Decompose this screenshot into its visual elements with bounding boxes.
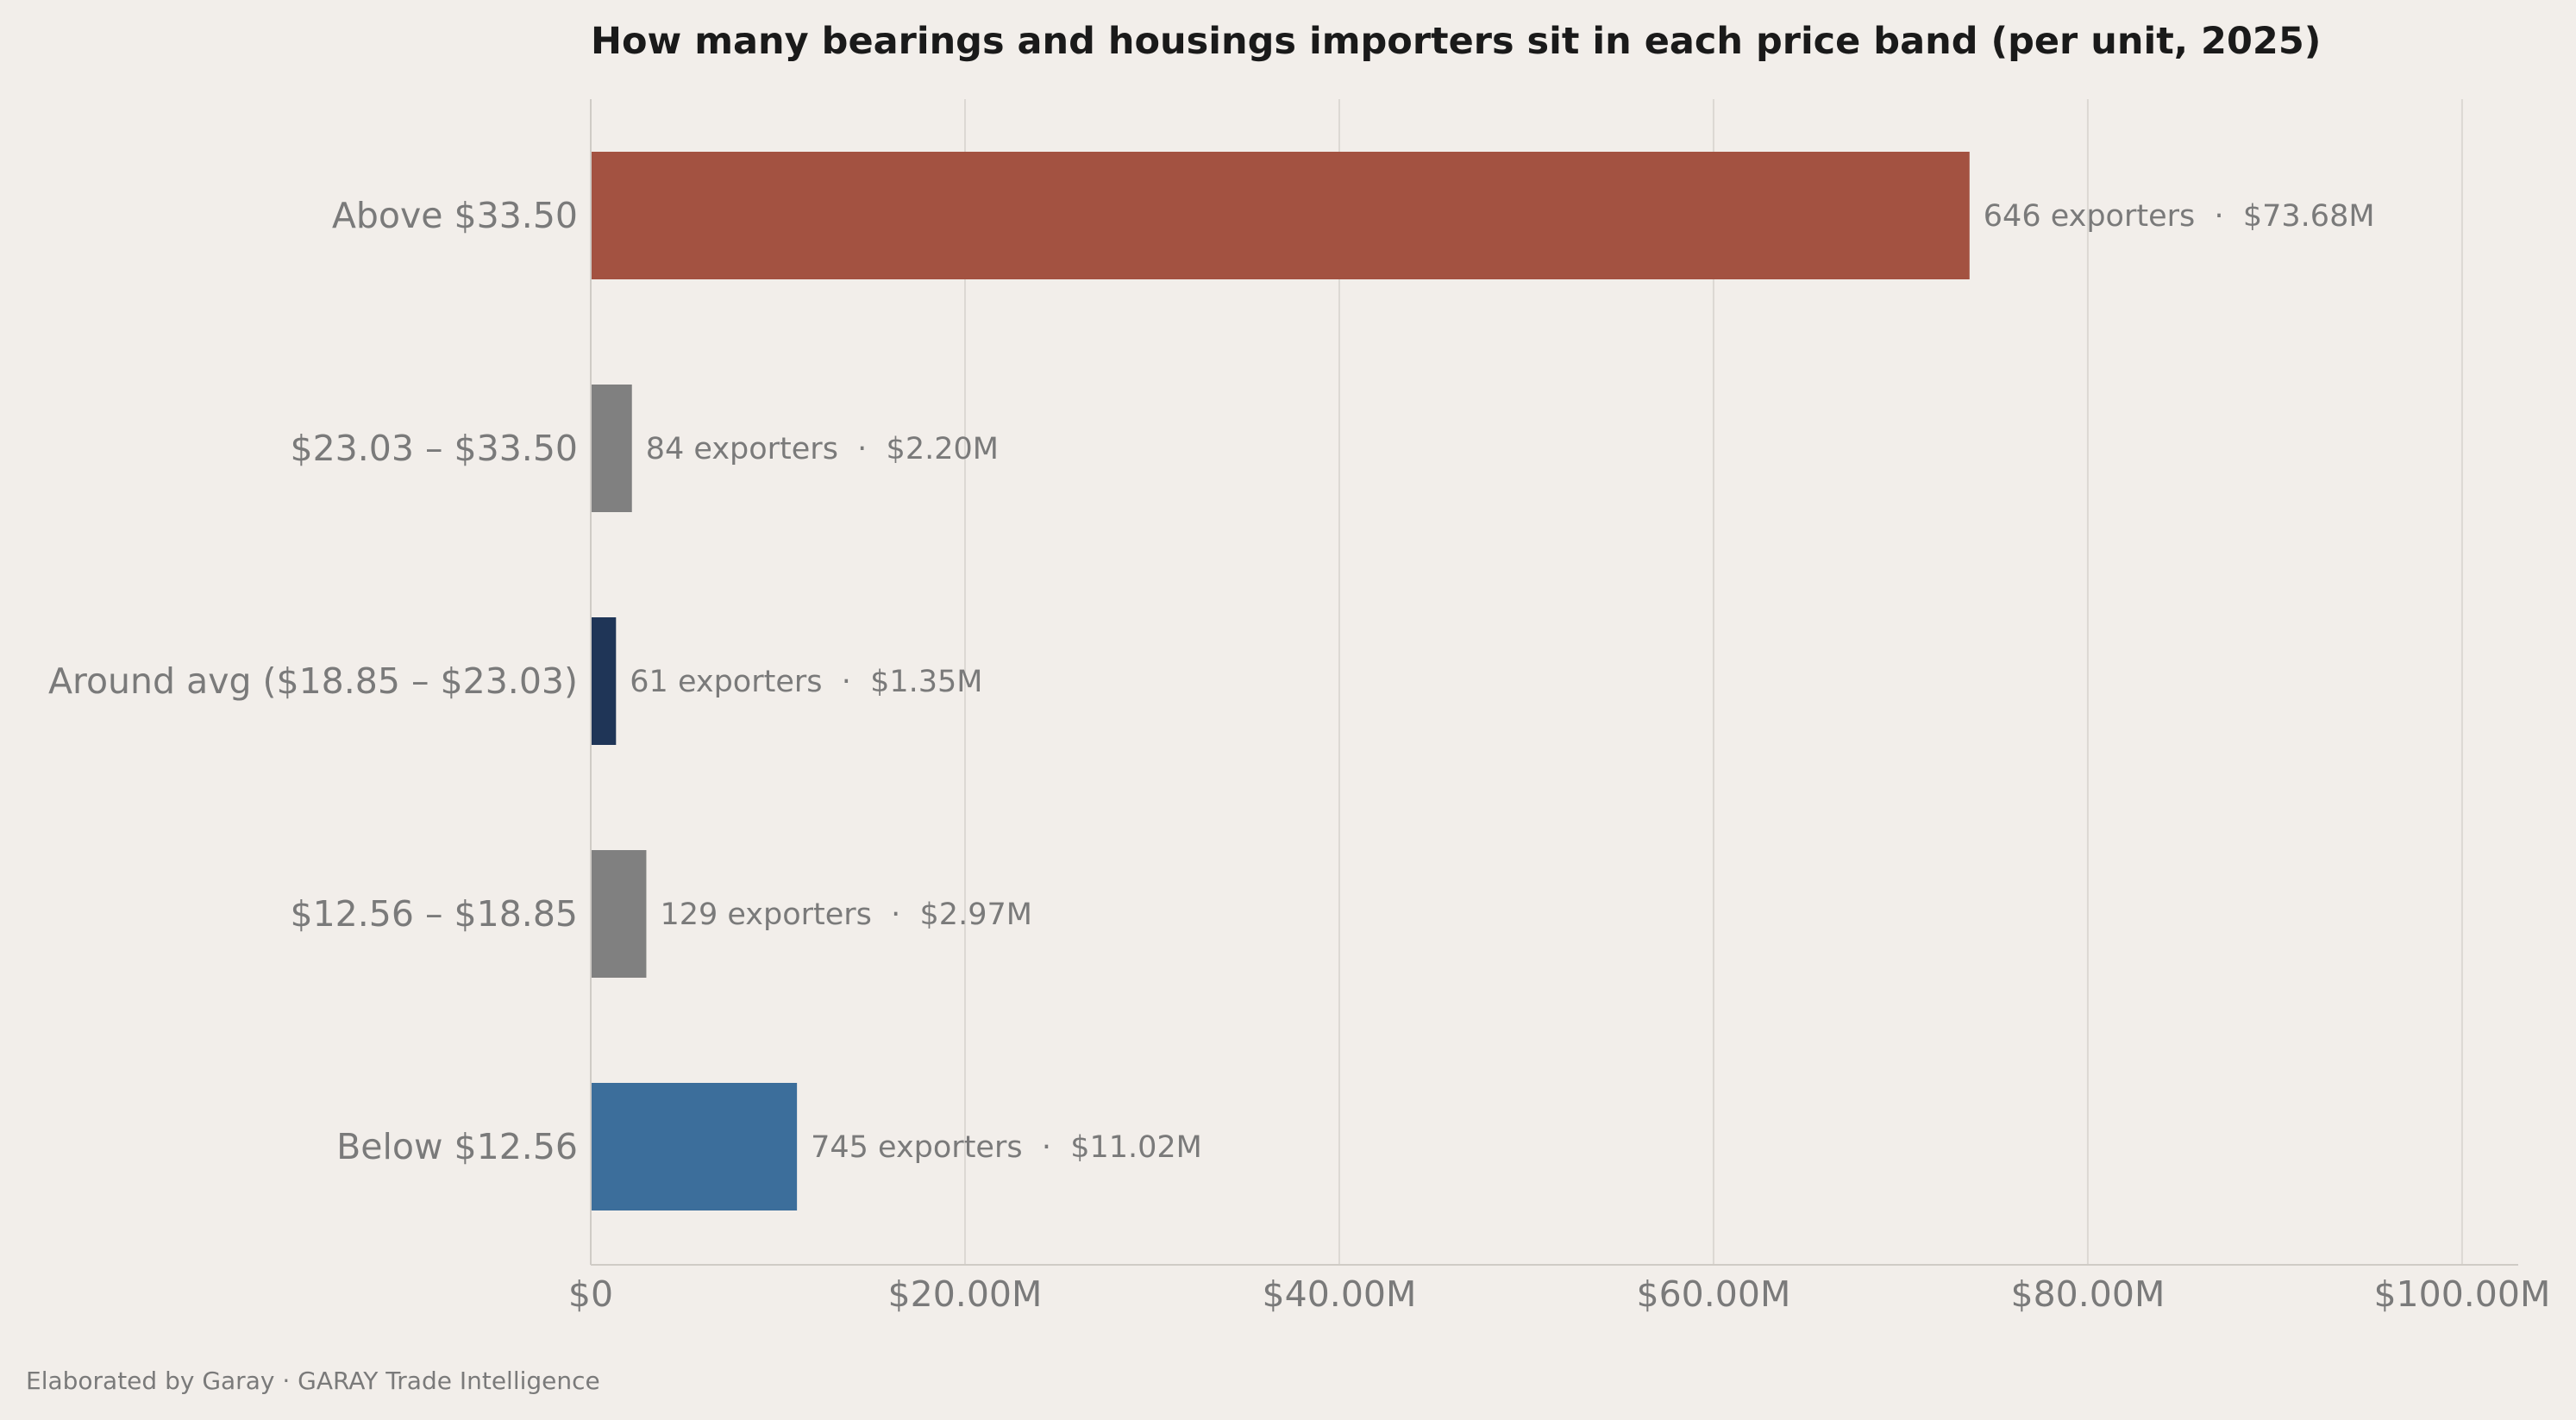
category-label: Around avg ($18.85 – $23.03) xyxy=(48,660,578,702)
category-label: Above $33.50 xyxy=(332,195,578,236)
x-tick-label: $100.00M xyxy=(2373,1273,2550,1315)
bar-data-label: 61 exporters · $1.35M xyxy=(630,665,982,699)
bar-data-label: 129 exporters · $2.97M xyxy=(660,898,1031,932)
bar xyxy=(592,850,647,978)
category-label: $12.56 – $18.85 xyxy=(291,893,579,935)
bar xyxy=(592,1083,798,1210)
category-labels: Above $33.50 $23.03 – $33.50 Around avg ($… xyxy=(48,195,578,1167)
x-tick-label: $40.00M xyxy=(1263,1273,1417,1315)
bar-data-label: 84 exporters · $2.20M xyxy=(646,432,999,466)
bar-data-label: 745 exporters · $11.02M xyxy=(811,1130,1202,1165)
bar xyxy=(592,617,617,745)
x-axis-ticks: $0 $20.00M $40.00M $60.00M $80.00M $100.00M xyxy=(568,1273,2550,1315)
x-tick-label: $80.00M xyxy=(2011,1273,2165,1315)
bar-data-label: 646 exporters · $73.68M xyxy=(1984,199,2375,234)
data-labels: 646 exporters · $73.68M 84 exporters · $2… xyxy=(630,199,2374,1165)
bar xyxy=(592,152,1970,279)
gridlines xyxy=(963,99,2463,1265)
bar xyxy=(592,385,632,512)
chart-title: How many bearings and housings importers… xyxy=(591,20,2321,63)
x-tick-label: $20.00M xyxy=(888,1273,1043,1315)
footer-credit: Elaborated by Garay · GARAY Trade Intell… xyxy=(26,1367,600,1395)
x-tick-label: $0 xyxy=(568,1273,613,1315)
category-label: Below $12.56 xyxy=(336,1126,578,1167)
category-label: $23.03 – $33.50 xyxy=(291,428,579,469)
bars xyxy=(592,152,1970,1210)
x-tick-label: $60.00M xyxy=(1637,1273,1791,1315)
